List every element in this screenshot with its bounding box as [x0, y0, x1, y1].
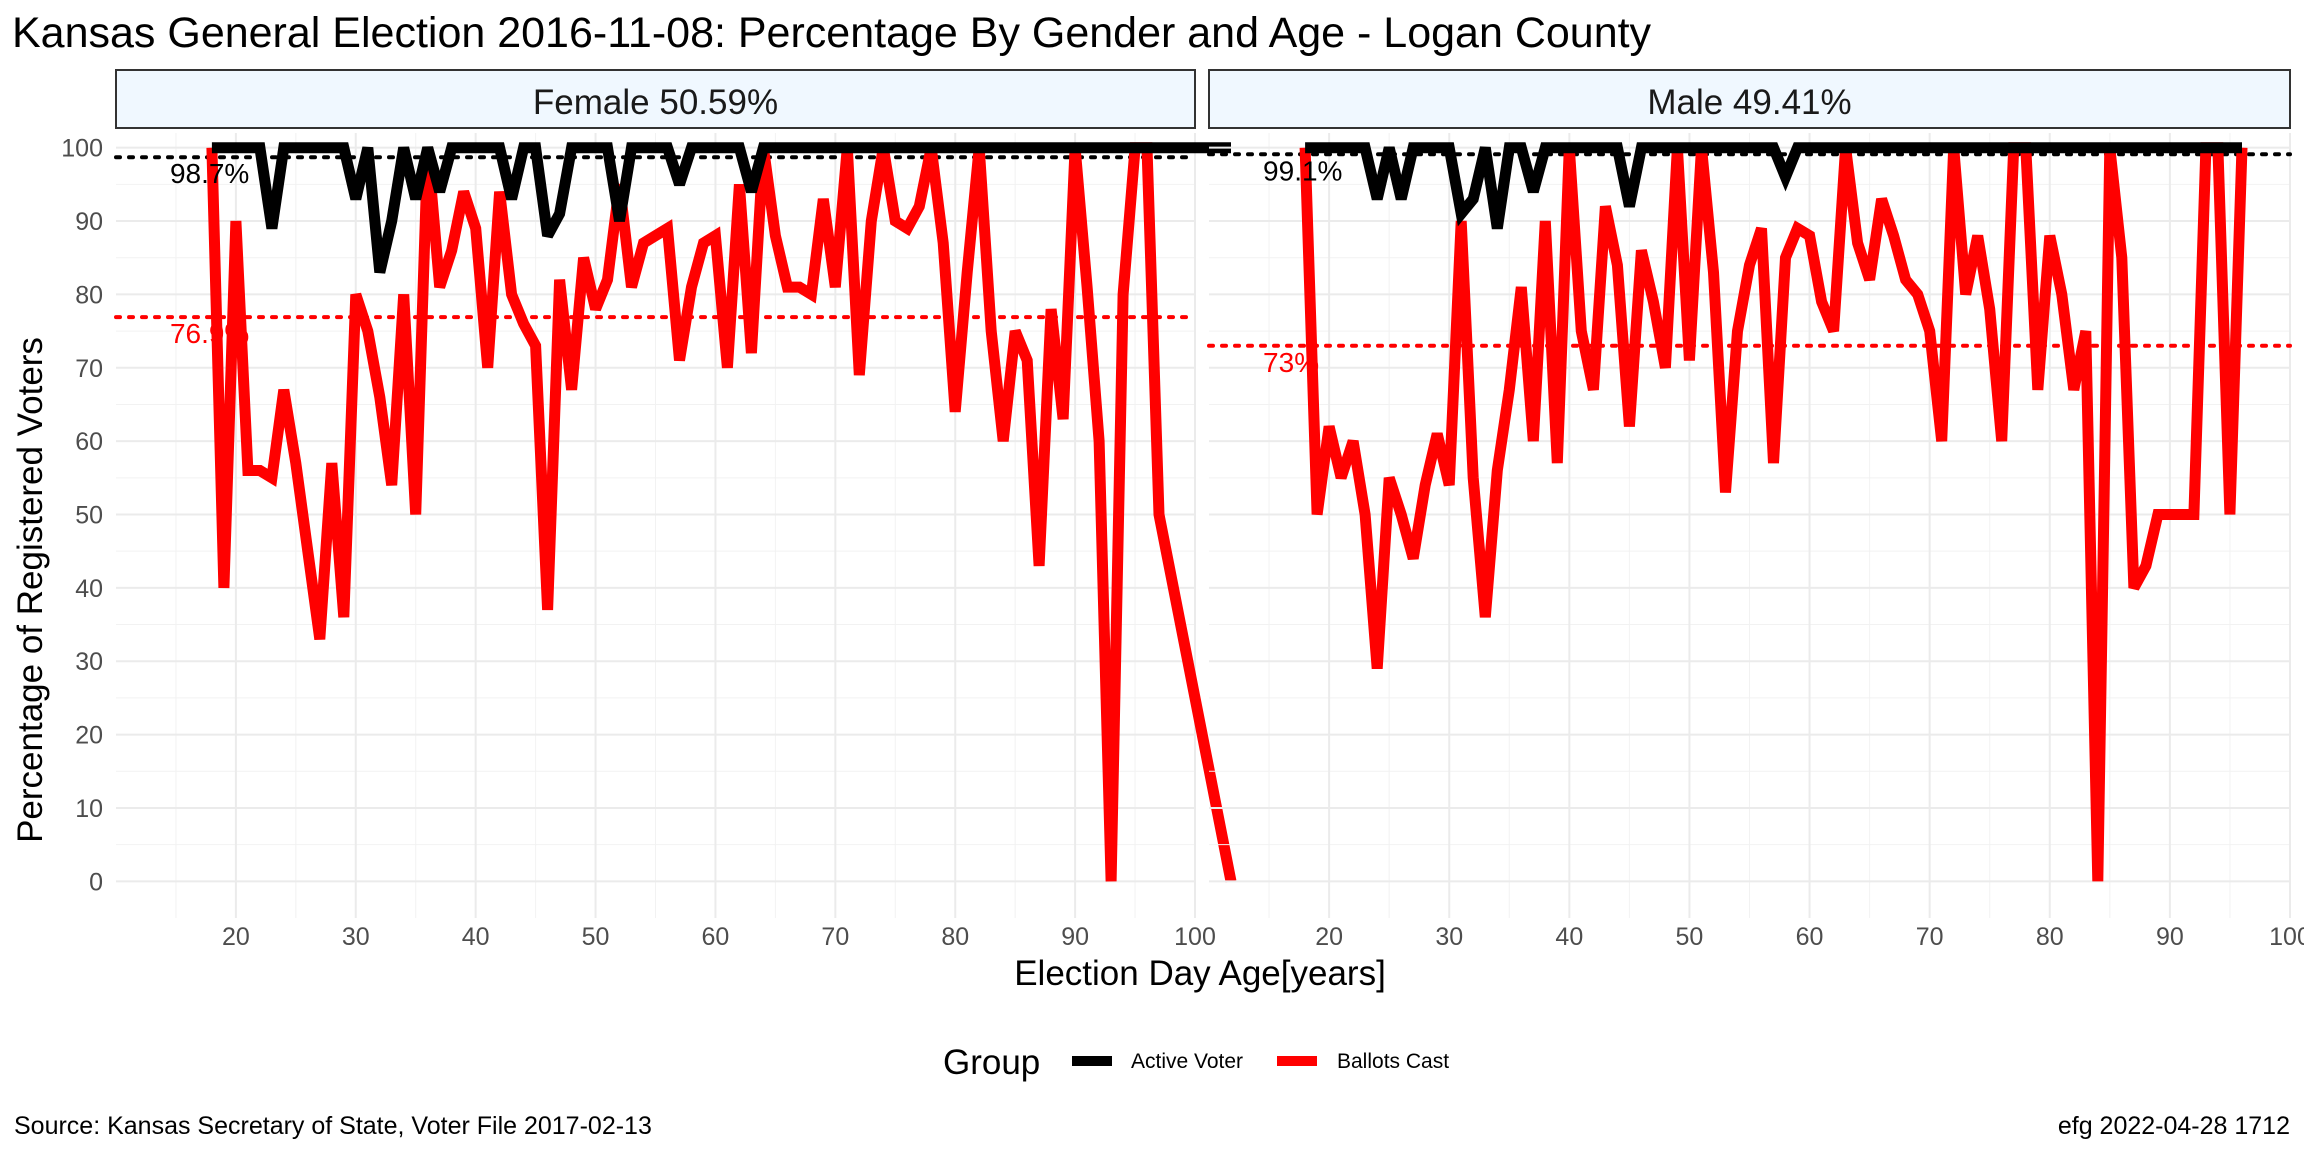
y-tick-label: 80 — [75, 281, 103, 309]
legend-label-ballots-cast: Ballots Cast — [1337, 1050, 1449, 1073]
legend-label-active-voter: Active Voter — [1131, 1050, 1243, 1073]
facet-strip-label: Female 50.59% — [533, 83, 778, 122]
x-tick-label: 60 — [1796, 923, 1824, 951]
x-tick-label: 20 — [222, 923, 250, 951]
y-tick-label: 60 — [75, 428, 103, 456]
y-tick-label: 0 — [89, 868, 103, 896]
panel-0: Female 50.59% 20 30 40 50 60 70 80 90 100 0 10 20 30 4… — [61, 69, 1237, 951]
y-tick-label: 40 — [75, 575, 103, 603]
x-tick-label: 100 — [2269, 923, 2304, 951]
x-tick-label: 80 — [2036, 923, 2064, 951]
x-tick-label: 40 — [462, 923, 490, 951]
chart-title: Kansas General Election 2016-11-08: Perc… — [12, 9, 1652, 57]
y-tick-label: 90 — [75, 208, 103, 236]
x-tick-label: 30 — [1435, 923, 1463, 951]
facet-strip — [1208, 69, 2291, 129]
mean-label: 99.1% — [1263, 155, 1342, 186]
x-tick-label: 50 — [1676, 923, 1704, 951]
x-tick-label: 100 — [1174, 923, 1216, 951]
facet-strip-label: Male 49.41% — [1647, 83, 1851, 122]
mean-label: 98.7% — [170, 158, 249, 189]
x-tick-label: 90 — [1061, 923, 1089, 951]
chart-panels: Female 50.59% 20 30 40 50 60 70 80 90 100 0 10 20 30 4… — [61, 69, 2304, 951]
legend-title: Group — [943, 1043, 1040, 1082]
y-axis-title: Percentage of Registered Voters — [11, 337, 50, 843]
x-tick-label: 30 — [342, 923, 370, 951]
x-tick-label: 70 — [821, 923, 849, 951]
y-tick-label: 20 — [75, 722, 103, 750]
x-tick-label: 90 — [2156, 923, 2184, 951]
mean-label: 73% — [1263, 347, 1319, 378]
legend: Group Active Voter Ballots Cast — [943, 1043, 1449, 1082]
facet-strip — [115, 69, 1196, 129]
panel-1: Male 49.41% 20 30 40 50 60 70 80 90 100 99.1% 73% — [1207, 69, 2304, 951]
x-axis-title: Election Day Age[years] — [1014, 954, 1386, 993]
y-tick-label: 10 — [75, 795, 103, 823]
mean-label: 76.9% — [170, 318, 249, 349]
series-line-active-voter — [1305, 142, 2242, 230]
x-tick-label: 50 — [582, 923, 610, 951]
series-line-active-voter — [211, 142, 1231, 274]
x-tick-label: 60 — [702, 923, 730, 951]
y-tick-label: 30 — [75, 648, 103, 676]
y-tick-label: 100 — [61, 135, 103, 163]
x-tick-label: 70 — [1916, 923, 1944, 951]
credit-caption: efg 2022-04-28 1712 — [2058, 1112, 2290, 1140]
x-tick-label: 40 — [1555, 923, 1583, 951]
y-tick-label: 50 — [75, 501, 103, 529]
x-tick-label: 80 — [941, 923, 969, 951]
source-caption: Source: Kansas Secretary of State, Voter… — [14, 1112, 652, 1140]
x-tick-label: 20 — [1315, 923, 1343, 951]
series-line-ballots-cast — [206, 142, 1237, 883]
y-tick-label: 70 — [75, 355, 103, 383]
